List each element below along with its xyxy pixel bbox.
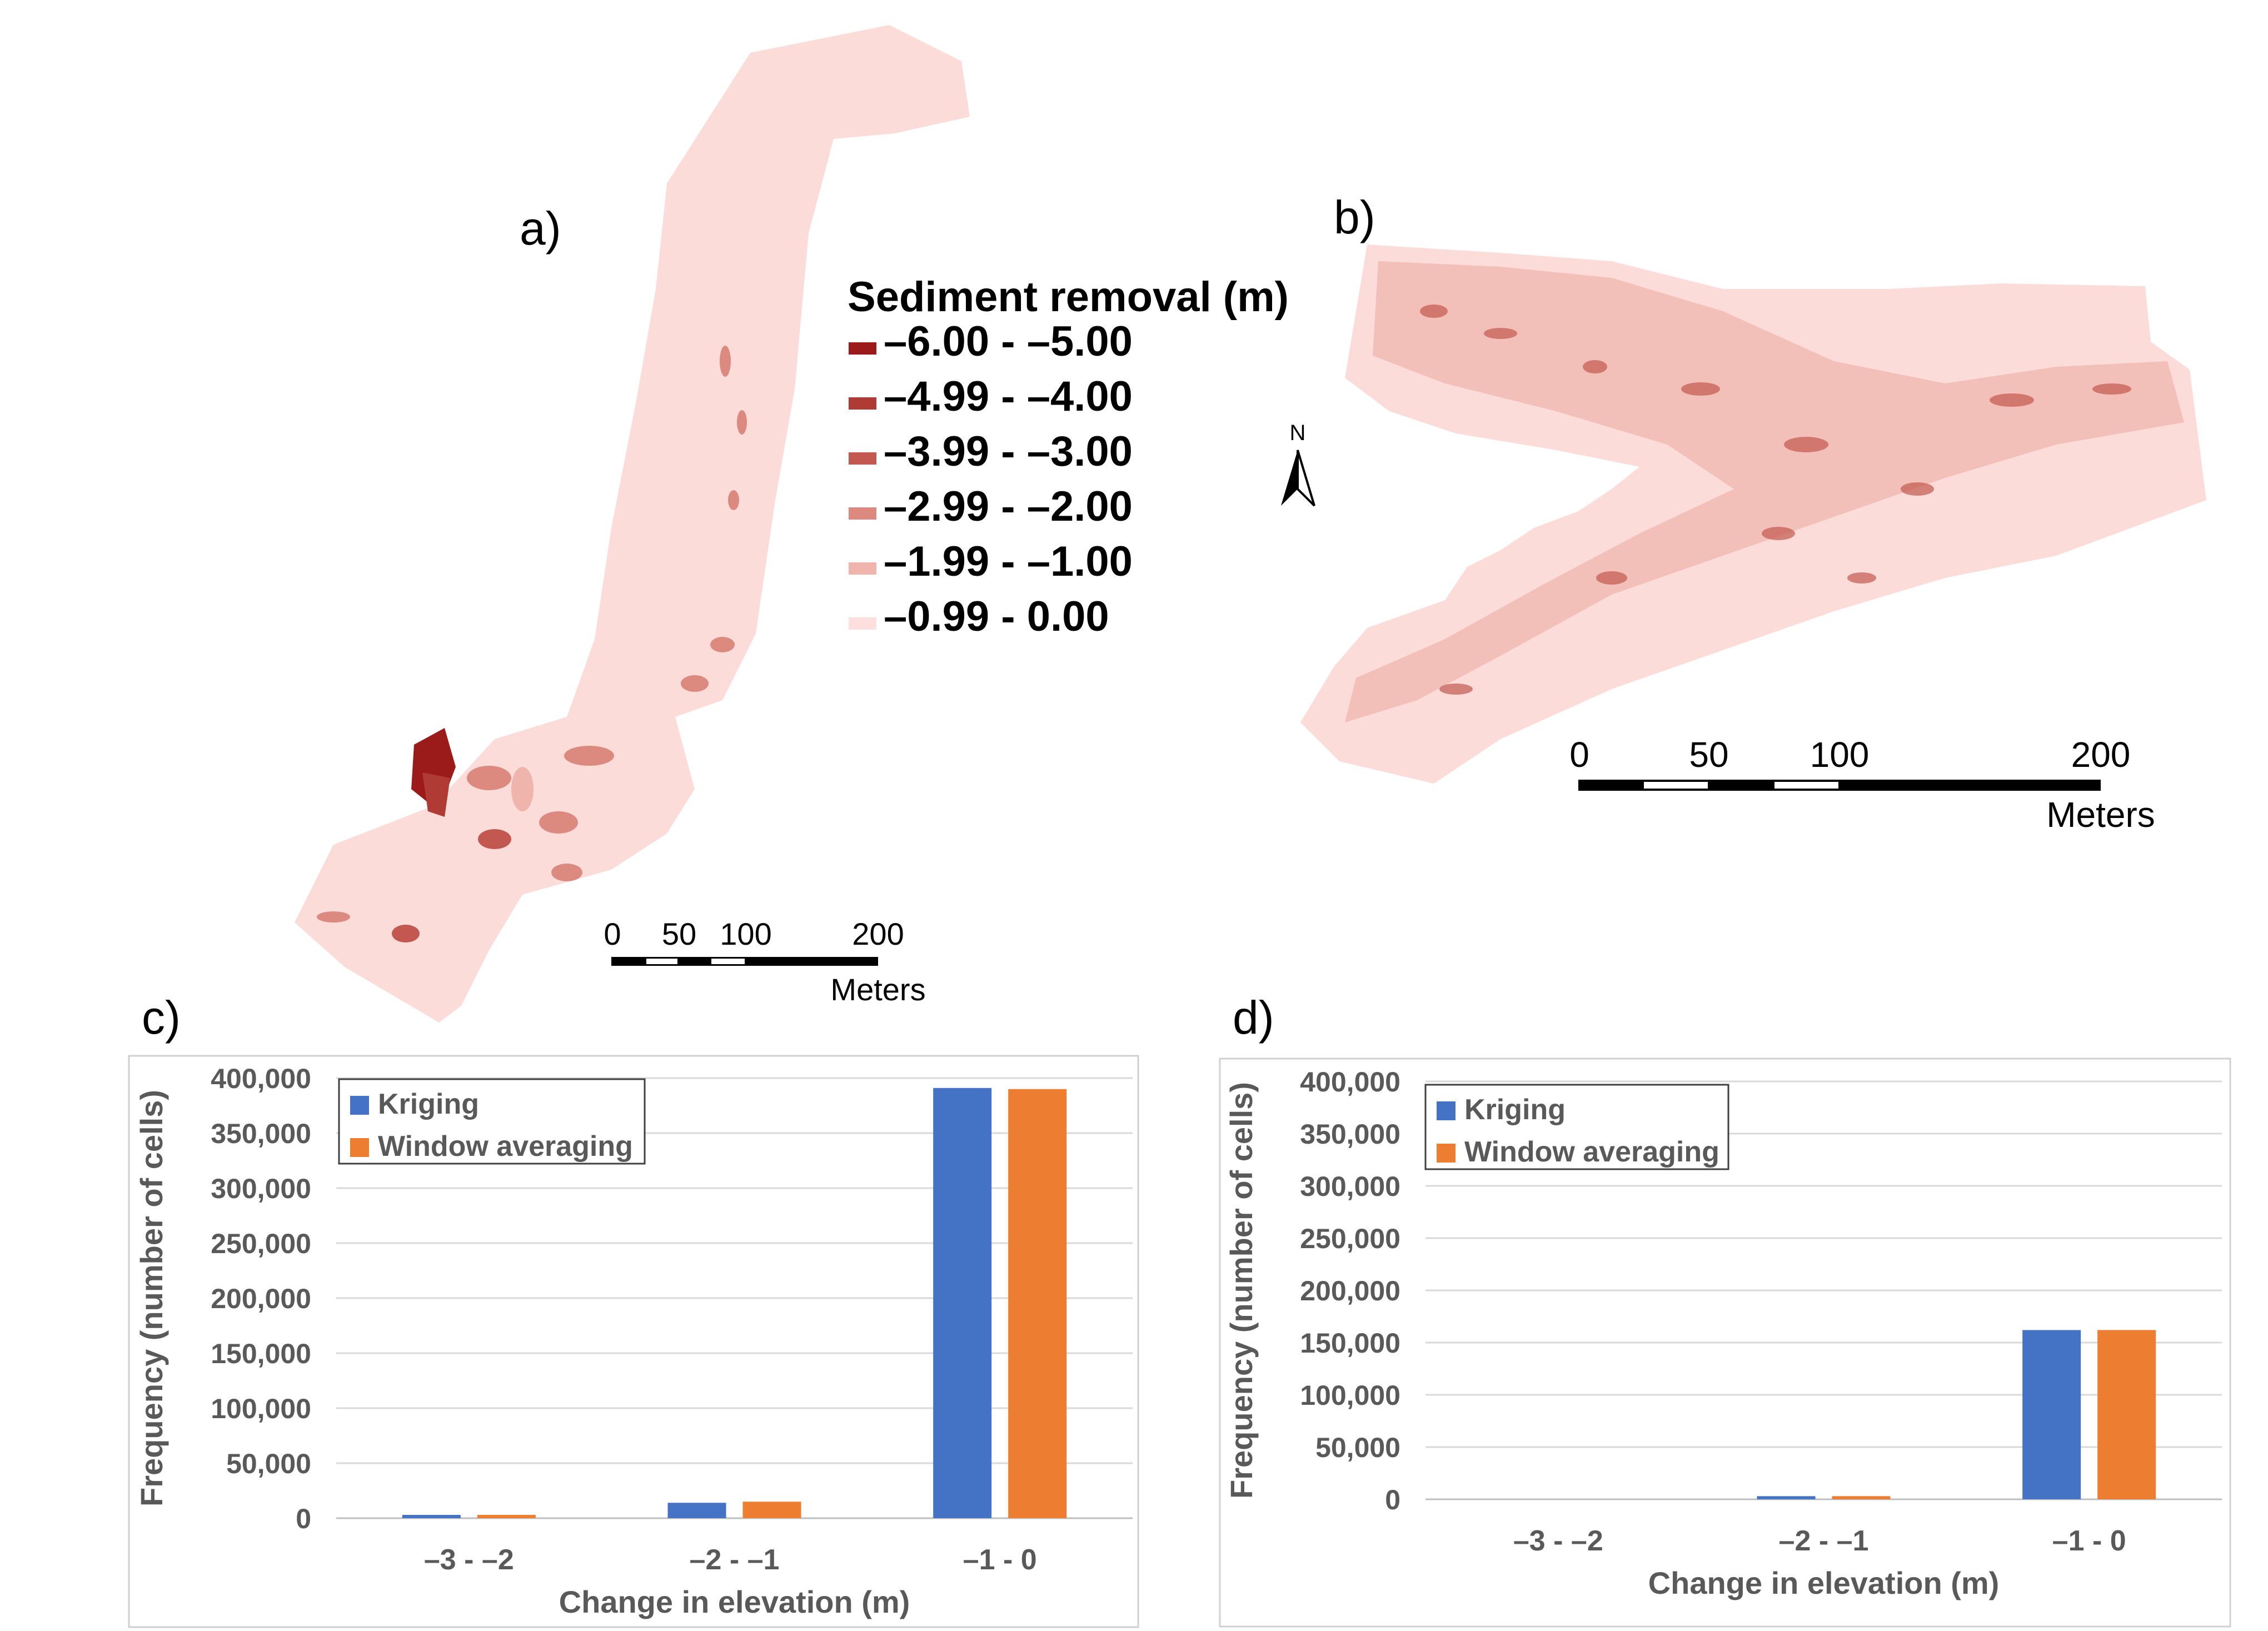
x-tick-label: –1 - 0: [2052, 1525, 2126, 1557]
y-tick-label: 50,000: [226, 1448, 311, 1479]
map-a-footprint: [295, 25, 970, 1023]
legend-label: –0.99 - 0.00: [884, 593, 1109, 640]
legend-label: Kriging: [1464, 1094, 1566, 1126]
y-tick-label: 100,000: [211, 1393, 311, 1424]
y-tick-label: 250,000: [1300, 1223, 1400, 1254]
north-arrow-right: [1297, 450, 1315, 507]
y-tick-label: 100,000: [1300, 1380, 1400, 1411]
legend-swatch: [1437, 1144, 1455, 1163]
bar-window-averaging: [477, 1515, 536, 1518]
x-tick-label: –2 - –1: [690, 1544, 780, 1576]
bar-window-averaging: [742, 1502, 801, 1518]
panel-label-a: a): [520, 202, 561, 255]
bar-kriging: [933, 1088, 992, 1518]
y-tick-label: 200,000: [211, 1283, 311, 1314]
x-tick-label: –3 - –2: [1513, 1525, 1603, 1557]
y-tick-label: 350,000: [1300, 1119, 1400, 1150]
scalebar-a-tick: 200: [852, 916, 904, 951]
scalebar-b-tick: 100: [1810, 735, 1870, 775]
legend-title: Sediment removal (m): [848, 273, 1289, 321]
scalebar-a-segment: [711, 959, 745, 964]
scalebar-b-tick: 0: [1569, 735, 1589, 775]
north-arrow-left: [1281, 450, 1298, 506]
y-tick-label: 300,000: [1300, 1171, 1400, 1202]
scalebar-a-segment: [646, 959, 677, 964]
chart-legend: [338, 1078, 646, 1165]
legend-label: –3.99 - –3.00: [884, 428, 1133, 475]
scalebar-a-tick: 100: [720, 916, 771, 951]
chart-legend: [1424, 1084, 1729, 1170]
legend-swatch: [350, 1096, 369, 1115]
bar-kriging: [2022, 1330, 2081, 1499]
chart-c: 0 50,000 100,000 150,000 200,000 250,000 300,0…: [128, 1055, 1139, 1628]
y-tick-label: 150,000: [1300, 1328, 1400, 1359]
y-tick-label: 150,000: [211, 1338, 311, 1369]
scalebar-b: 0 50 100 200 Meters: [1569, 735, 2155, 835]
y-tick-label: 400,000: [1300, 1066, 1400, 1098]
bar-kriging: [667, 1503, 726, 1518]
x-axis-title: Change in elevation (m): [559, 1584, 910, 1619]
legend-swatch: [849, 397, 876, 410]
x-axis-title: Change in elevation (m): [1648, 1565, 2000, 1600]
map-b: [1300, 245, 2206, 784]
scalebar-a: 0 50 100 200 Meters: [604, 916, 925, 1007]
x-tick-label: –3 - –2: [424, 1544, 514, 1576]
y-tick-label: 300,000: [211, 1173, 311, 1204]
y-tick-label: 200,000: [1300, 1275, 1400, 1306]
legend-swatch: [849, 617, 876, 630]
scalebar-a-tick: 0: [604, 916, 621, 951]
bar-kriging: [1757, 1496, 1816, 1499]
legend-swatch: [849, 342, 876, 355]
legend-label: –6.00 - –5.00: [884, 318, 1133, 365]
y-tick-label: 400,000: [211, 1063, 311, 1094]
legend-label: –1.99 - –1.00: [884, 538, 1133, 585]
bar-kriging: [402, 1515, 461, 1518]
scalebar-b-tick: 200: [2071, 735, 2131, 775]
legend-label: –2.99 - –2.00: [884, 483, 1133, 530]
scalebar-b-unit: Meters: [2046, 795, 2155, 835]
scalebar-b-bar: [1578, 780, 2101, 791]
legend-swatch: [849, 562, 876, 575]
legend-label: –4.99 - –4.00: [884, 373, 1133, 420]
map-a-deep-patches: [317, 346, 747, 942]
legend-swatch: [1437, 1101, 1455, 1120]
y-axis-title: Frequency (number of cells): [1224, 1082, 1259, 1499]
map-a: [295, 25, 970, 1023]
scalebar-a-tick: 50: [662, 916, 696, 951]
legend-label: Kriging: [378, 1088, 479, 1120]
scalebar-b-segment: [1644, 782, 1708, 789]
panel-label-c: c): [142, 991, 181, 1044]
north-label: N: [1290, 421, 1306, 445]
map-b-channel: [1345, 261, 2184, 722]
x-tick-label: –2 - –1: [1779, 1525, 1869, 1557]
legend-label: Window averaging: [1464, 1136, 1719, 1168]
legend-swatch: [849, 452, 876, 465]
bar-window-averaging: [2097, 1330, 2156, 1499]
legend-label: Window averaging: [378, 1130, 633, 1163]
y-tick-label: 0: [296, 1503, 311, 1534]
bar-window-averaging: [1008, 1089, 1067, 1518]
scalebar-a-unit: Meters: [830, 972, 925, 1007]
y-tick-label: 350,000: [211, 1118, 311, 1149]
y-tick-label: 250,000: [211, 1228, 311, 1259]
map-legend: Sediment removal (m) –6.00 - –5.00 –4.99 …: [848, 273, 1289, 640]
legend-swatch: [350, 1138, 369, 1157]
legend-swatch: [849, 507, 876, 520]
scalebar-b-segment: [1774, 782, 1838, 789]
legend-items: –6.00 - –5.00 –4.99 - –4.00 –3.99 - –3.00 –…: [849, 318, 1133, 640]
map-b-deep-patches: [1420, 305, 2131, 695]
y-tick-label: 50,000: [1315, 1432, 1400, 1463]
y-tick-label: 0: [1385, 1484, 1400, 1515]
chart-d: 0 50,000 100,000 150,000 200,000 250,000 300,0…: [1219, 1058, 2231, 1628]
north-arrow: N: [1281, 421, 1315, 507]
x-tick-label: –1 - 0: [963, 1544, 1037, 1576]
scalebar-b-tick: 50: [1689, 735, 1728, 775]
bar-window-averaging: [1832, 1496, 1891, 1499]
y-axis-title: Frequency (number of cells): [134, 1090, 169, 1507]
panel-label-b: b): [1334, 191, 1375, 243]
panel-label-d: d): [1233, 991, 1274, 1044]
